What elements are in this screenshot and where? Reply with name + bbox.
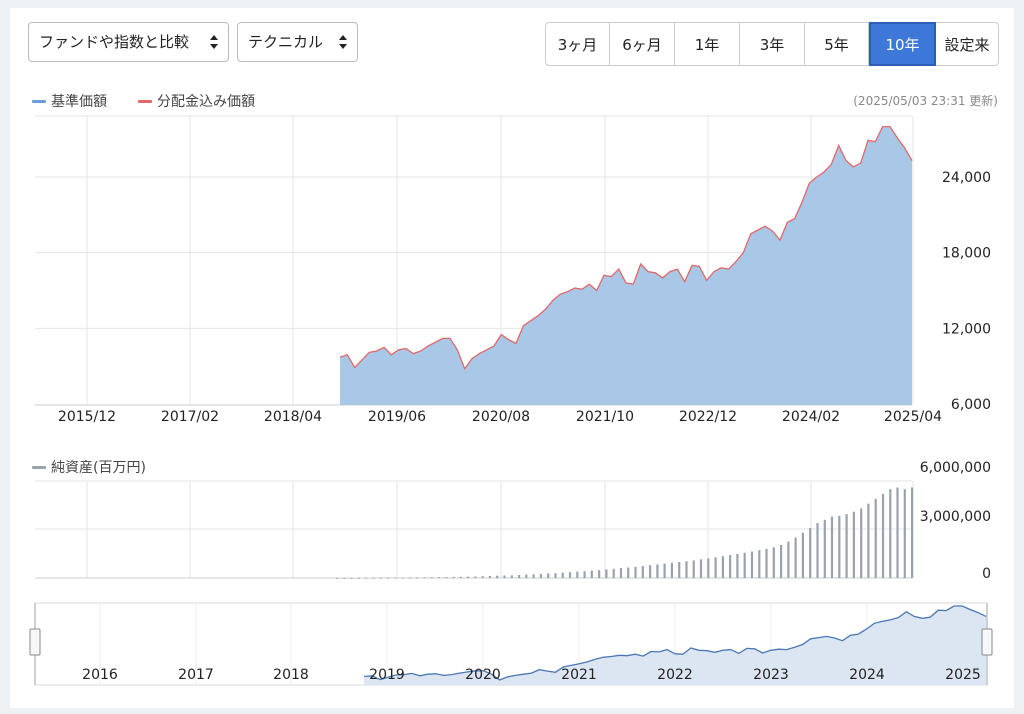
period-button-6m[interactable]: 6ヶ月: [610, 22, 675, 66]
legend-dividend-label: 分配金込み価額: [157, 94, 255, 110]
period-button-1y[interactable]: 1年: [675, 22, 740, 66]
period-button-since-inception[interactable]: 設定来: [936, 22, 999, 66]
legend-dividend-reinvested[interactable]: 分配金込み価額: [138, 91, 255, 111]
legend-swatch-blue: [32, 99, 46, 103]
sort-arrows-icon: [339, 35, 347, 49]
legend-net-assets-label: 純資産(百万円): [51, 460, 146, 476]
period-button-3y[interactable]: 3年: [740, 22, 805, 66]
period-button-3m[interactable]: 3ヶ月: [545, 22, 610, 66]
legend-swatch-gray: [32, 465, 46, 469]
period-button-10y[interactable]: 10年: [869, 22, 936, 66]
updated-timestamp: (2025/05/03 23:31 更新): [853, 94, 998, 108]
period-selector: 3ヶ月 6ヶ月 1年 3年 5年 10年 設定来: [545, 22, 999, 66]
legend-swatch-red: [138, 99, 152, 103]
chart-panel: [10, 8, 1014, 708]
technical-select-label: テクニカル: [248, 33, 324, 51]
compare-select-label: ファンドや指数と比較: [39, 33, 190, 51]
period-button-5y[interactable]: 5年: [805, 22, 869, 66]
sort-arrows-icon: [210, 35, 218, 49]
compare-select[interactable]: ファンドや指数と比較: [28, 22, 229, 62]
technical-select[interactable]: テクニカル: [237, 22, 358, 62]
legend-net-assets[interactable]: 純資産(百万円): [32, 457, 146, 477]
legend-base-price-label: 基準価額: [51, 94, 107, 110]
legend-base-price[interactable]: 基準価額: [32, 91, 107, 111]
